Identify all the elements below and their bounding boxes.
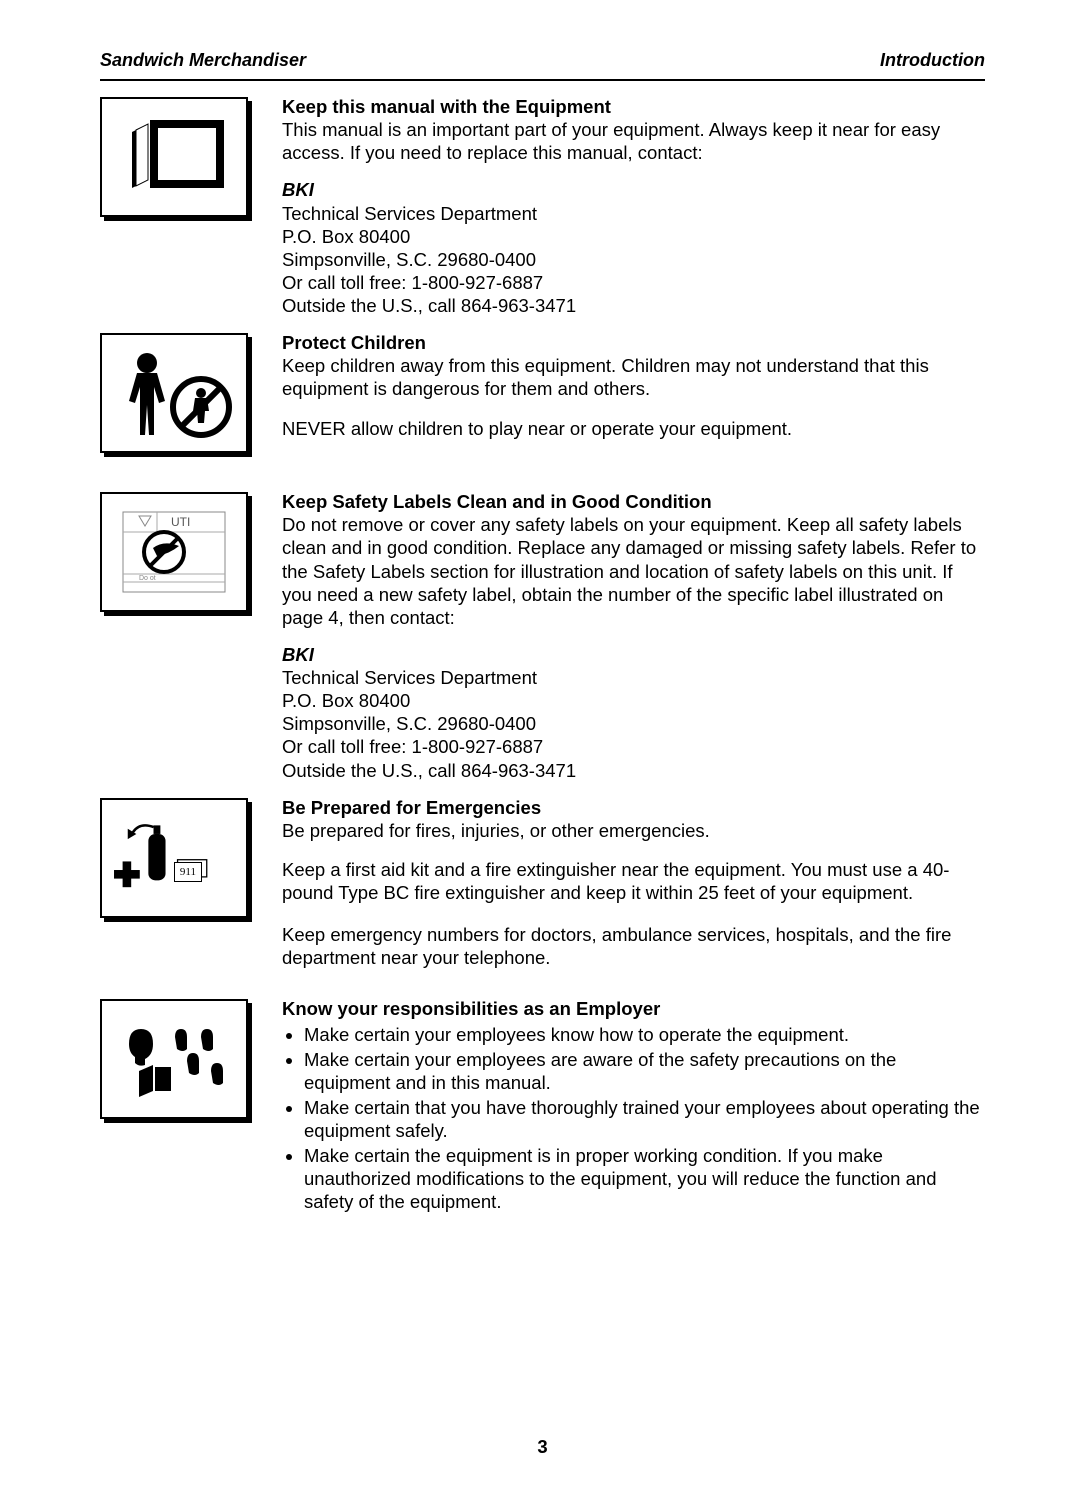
svg-text:UTI: UTI — [171, 515, 190, 529]
body-emergencies-3: Keep emergency numbers for doctors, ambu… — [282, 923, 985, 969]
contact-line: Technical Services Department — [282, 202, 985, 225]
icon-keep-manual — [100, 97, 260, 217]
text-keep-manual: Keep this manual with the Equipment This… — [282, 95, 985, 317]
body-emergencies-1: Be prepared for fires, injuries, or othe… — [282, 819, 985, 842]
bki-label-1: BKI — [282, 178, 985, 201]
text-safety-labels: Keep Safety Labels Clean and in Good Con… — [282, 490, 985, 782]
text-protect-children: Protect Children Keep children away from… — [282, 331, 985, 458]
contact-line: Or call toll free: 1-800-927-6887 — [282, 271, 985, 294]
title-emergencies: Be Prepared for Emergencies — [282, 796, 985, 819]
contact-line: P.O. Box 80400 — [282, 225, 985, 248]
title-safety-labels: Keep Safety Labels Clean and in Good Con… — [282, 490, 985, 513]
page-header: Sandwich Merchandiser Introduction — [100, 50, 985, 81]
icon-protect-children — [100, 333, 260, 453]
bullet-item: Make certain your employees are aware of… — [304, 1048, 985, 1094]
icon-emergencies: 911 — [100, 798, 260, 918]
bullet-item: Make certain that you have thoroughly tr… — [304, 1096, 985, 1142]
body-protect-children-2: NEVER allow children to play near or ope… — [282, 417, 985, 440]
contact-block-2: Technical Services Department P.O. Box 8… — [282, 666, 985, 782]
employer-bullets: Make certain your employees know how to … — [282, 1023, 985, 1214]
bullet-item: Make certain the equipment is in proper … — [304, 1144, 985, 1213]
section-protect-children: Protect Children Keep children away from… — [100, 331, 985, 458]
header-left: Sandwich Merchandiser — [100, 50, 306, 71]
svg-text:Do ot: Do ot — [139, 575, 156, 582]
body-emergencies-2: Keep a first aid kit and a fire extingui… — [282, 858, 985, 904]
emergency-number-label: 911 — [174, 862, 202, 882]
section-safety-labels: UTI Do ot Keep Safety Labels Clean and i… — [100, 490, 985, 782]
body-keep-manual: This manual is an important part of your… — [282, 118, 985, 164]
body-safety-labels: Do not remove or cover any safety labels… — [282, 513, 985, 629]
section-emergencies: 911 Be Prepared for Emergencies Be prepa… — [100, 796, 985, 988]
title-employer: Know your responsibilities as an Employe… — [282, 997, 985, 1020]
header-right: Introduction — [880, 50, 985, 71]
bullet-item: Make certain your employees know how to … — [304, 1023, 985, 1046]
body-protect-children-1: Keep children away from this equipment. … — [282, 354, 985, 400]
text-emergencies: Be Prepared for Emergencies Be prepared … — [282, 796, 985, 988]
section-keep-manual: Keep this manual with the Equipment This… — [100, 95, 985, 317]
contact-line: P.O. Box 80400 — [282, 689, 985, 712]
title-keep-manual: Keep this manual with the Equipment — [282, 95, 985, 118]
title-protect-children: Protect Children — [282, 331, 985, 354]
page-number: 3 — [100, 1436, 985, 1458]
contact-line: Technical Services Department — [282, 666, 985, 689]
page: Sandwich Merchandiser Introduction Keep … — [0, 0, 1080, 1498]
contact-line: Simpsonville, S.C. 29680-0400 — [282, 712, 985, 735]
contact-block-1: Technical Services Department P.O. Box 8… — [282, 202, 985, 318]
contact-line: Or call toll free: 1-800-927-6887 — [282, 735, 985, 758]
icon-employer — [100, 999, 260, 1119]
contact-line: Simpsonville, S.C. 29680-0400 — [282, 248, 985, 271]
contact-line: Outside the U.S., call 864-963-3471 — [282, 759, 985, 782]
bki-label-2: BKI — [282, 643, 985, 666]
section-employer: Know your responsibilities as an Employe… — [100, 997, 985, 1215]
icon-safety-labels: UTI Do ot — [100, 492, 260, 612]
text-employer: Know your responsibilities as an Employe… — [282, 997, 985, 1215]
contact-line: Outside the U.S., call 864-963-3471 — [282, 294, 985, 317]
